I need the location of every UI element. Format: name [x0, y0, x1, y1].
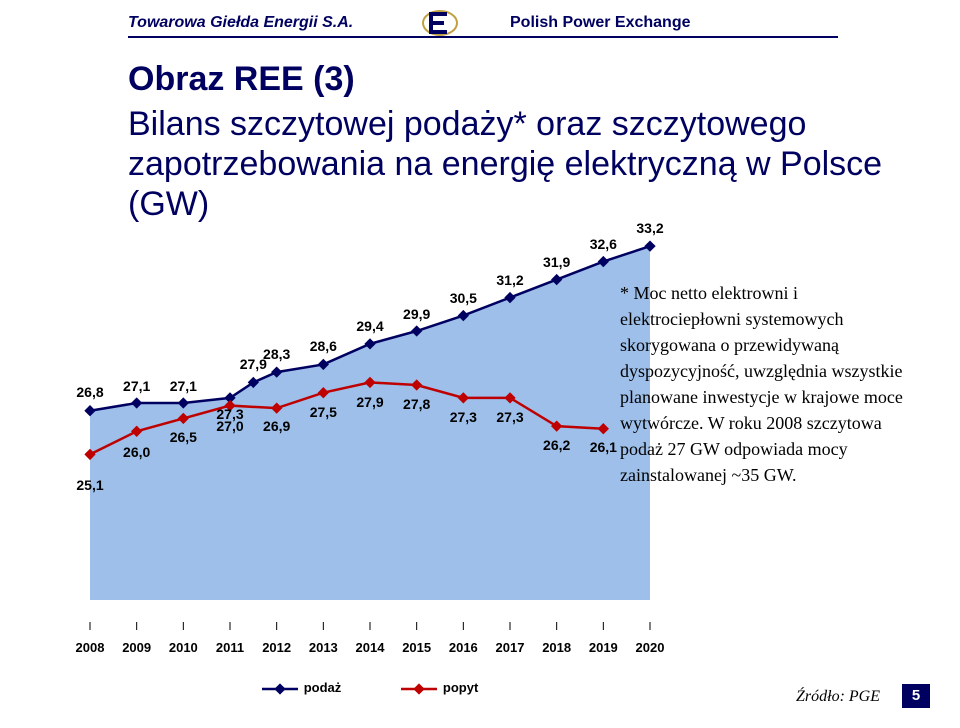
- legend-podaz-sample: [262, 682, 298, 696]
- chart-value-label: 27,8: [403, 396, 430, 412]
- header-company-left: Towarowa Giełda Energii S.A.: [128, 14, 353, 32]
- x-axis-year: 2013: [309, 640, 338, 655]
- x-axis-labels: 2008200920102011201220132014201520162017…: [90, 640, 650, 680]
- chart-value-label: 26,9: [263, 418, 290, 434]
- legend-podaz-label: podaż: [304, 680, 342, 695]
- x-axis-year: 2019: [589, 640, 618, 655]
- x-axis-year: 2012: [262, 640, 291, 655]
- x-axis-year: 2016: [449, 640, 478, 655]
- chart-value-label: 26,2: [543, 437, 570, 453]
- page-number: 5: [902, 684, 930, 708]
- chart-value-label: 28,3: [263, 346, 290, 362]
- chart-value-label: 27,0: [216, 418, 243, 434]
- x-axis-year: 2011: [216, 640, 244, 655]
- chart-value-label: 27,1: [170, 378, 197, 394]
- chart-value-label: 29,4: [356, 318, 383, 334]
- chart-value-label: 26,8: [76, 384, 103, 400]
- x-axis-year: 2008: [76, 640, 105, 655]
- chart-value-label: 30,5: [450, 290, 477, 306]
- logo-icon: [420, 6, 460, 40]
- chart: 26,827,127,127,327,928,328,629,429,930,5…: [90, 230, 650, 600]
- chart-value-label: 29,9: [403, 306, 430, 322]
- chart-value-label: 26,1: [590, 439, 617, 455]
- chart-labels: 26,827,127,127,327,928,328,629,429,930,5…: [90, 230, 650, 600]
- chart-value-label: 32,6: [590, 236, 617, 252]
- chart-legend: podaż popyt: [90, 680, 650, 710]
- chart-value-label: 27,9: [356, 394, 383, 410]
- x-axis-year: 2014: [356, 640, 385, 655]
- slide-title: Obraz REE (3): [128, 60, 355, 99]
- x-axis-year: 2018: [542, 640, 571, 655]
- x-axis-year: 2010: [169, 640, 198, 655]
- legend-popyt-sample: [401, 682, 437, 696]
- chart-value-label: 31,2: [496, 272, 523, 288]
- footnote-text: * Moc netto elektrowni i elektrociepłown…: [620, 280, 910, 488]
- chart-value-label: 28,6: [310, 338, 337, 354]
- chart-value-label: 31,9: [543, 254, 570, 270]
- slide-subtitle: Bilans szczytowej podaży* oraz szczytowe…: [128, 104, 908, 224]
- chart-value-label: 27,3: [450, 409, 477, 425]
- x-axis-year: 2015: [402, 640, 431, 655]
- chart-value-label: 25,1: [76, 477, 103, 493]
- x-axis-year: 2009: [122, 640, 151, 655]
- chart-value-label: 27,1: [123, 378, 150, 394]
- header-underline: [128, 36, 838, 38]
- x-axis-year: 2017: [496, 640, 525, 655]
- legend-popyt: popyt: [401, 680, 478, 696]
- legend-popyt-label: popyt: [443, 680, 478, 695]
- chart-value-label: 27,3: [496, 409, 523, 425]
- x-axis-year: 2020: [636, 640, 665, 655]
- chart-value-label: 26,5: [170, 429, 197, 445]
- chart-value-label: 27,5: [310, 404, 337, 420]
- chart-value-label: 26,0: [123, 444, 150, 460]
- header-company-right: Polish Power Exchange: [510, 14, 691, 32]
- source-label: Źródło: PGE: [796, 688, 880, 706]
- header-bar: Towarowa Giełda Energii S.A. Polish Powe…: [0, 6, 960, 36]
- legend-podaz: podaż: [262, 680, 342, 696]
- chart-value-label: 33,2: [636, 220, 663, 236]
- x-axis-ticks: [90, 622, 650, 630]
